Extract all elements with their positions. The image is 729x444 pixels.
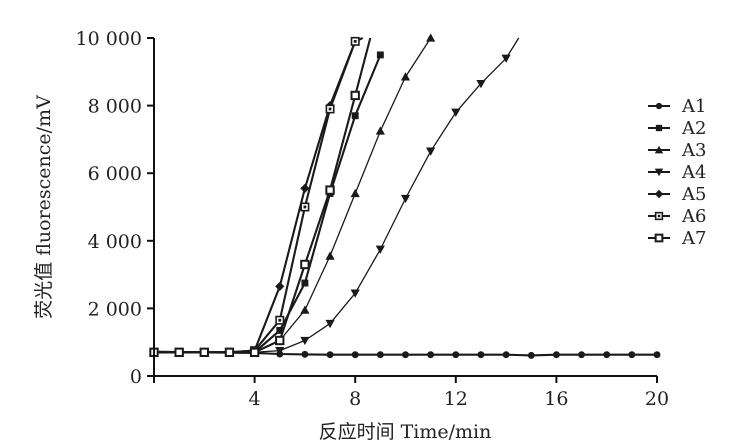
axes-layer	[153, 38, 657, 377]
y-tick-label: 0	[130, 366, 142, 388]
data-point	[300, 305, 310, 314]
y-tick-label: 2 000	[88, 298, 142, 320]
data-point	[654, 189, 664, 199]
y-tick-label: 4 000	[88, 231, 142, 253]
data-point	[275, 315, 285, 325]
data-point	[400, 72, 411, 81]
data-point	[351, 351, 359, 359]
legend-item: A7	[648, 228, 706, 249]
legend-label: A3	[681, 140, 706, 161]
y-ticks: 0 2 000 4 000 6 000 8 000 10 000	[76, 28, 154, 388]
data-point	[376, 51, 384, 59]
y-tick-label: 10 000	[76, 28, 142, 50]
x-tick-label: 16	[544, 388, 568, 410]
data-point	[325, 319, 335, 329]
data-point	[578, 351, 585, 359]
data-point	[351, 112, 359, 120]
data-point	[426, 33, 436, 42]
data-point	[452, 351, 460, 359]
data-point	[653, 351, 661, 359]
data-point	[350, 289, 360, 298]
legend-label: A7	[681, 228, 706, 249]
data-point	[655, 124, 663, 132]
data-point	[603, 351, 611, 359]
data-point	[476, 79, 486, 89]
data-point	[300, 202, 310, 212]
data-point	[654, 168, 664, 177]
series-a4	[149, 37, 520, 357]
data-point	[325, 251, 335, 260]
data-point	[249, 347, 260, 358]
data-point	[300, 259, 310, 270]
legend-item: A3	[648, 140, 706, 161]
data-point	[301, 279, 309, 287]
data-point	[276, 326, 284, 334]
data-point	[350, 36, 360, 46]
y-tick-label: 8 000	[88, 96, 142, 118]
series-line	[154, 37, 372, 354]
data-point	[326, 351, 334, 359]
data-point	[300, 336, 310, 346]
data-point	[301, 350, 309, 358]
data-point	[325, 185, 335, 195]
series-a7	[149, 37, 372, 358]
data-point	[350, 90, 360, 101]
data-point	[628, 351, 636, 359]
legend-label: A6	[681, 206, 706, 227]
series-layer	[149, 33, 661, 359]
x-tick-label: 4	[249, 388, 261, 410]
data-point	[654, 145, 664, 154]
legend-item: A1	[648, 96, 706, 117]
series-line	[154, 41, 357, 354]
data-point	[502, 351, 510, 359]
data-point	[426, 147, 436, 156]
data-point	[375, 245, 385, 254]
data-point	[224, 347, 235, 358]
data-point	[275, 346, 285, 356]
data-point	[376, 351, 384, 359]
y-axis-title: 荧光值 fluorescence/mV	[33, 95, 55, 319]
series-a2	[150, 51, 384, 356]
data-point	[275, 281, 285, 292]
data-point	[477, 351, 485, 359]
data-point	[427, 351, 435, 359]
data-point	[174, 347, 184, 358]
data-point	[199, 347, 209, 358]
legend-item: A5	[648, 184, 706, 205]
data-point	[527, 351, 535, 359]
data-point	[275, 335, 285, 346]
data-point	[300, 183, 310, 194]
legend-label: A4	[681, 162, 706, 183]
data-point	[654, 233, 664, 243]
x-tick-label: 20	[645, 388, 669, 410]
x-ticks: 4 8 12 16 20	[153, 376, 669, 410]
legend-label: A2	[681, 118, 706, 139]
legend-label: A1	[681, 96, 706, 117]
series-line	[154, 37, 520, 353]
data-point	[654, 211, 664, 221]
data-point	[451, 108, 461, 117]
data-point	[400, 194, 411, 204]
data-point	[552, 351, 560, 359]
data-point	[375, 126, 385, 135]
legend-item: A6	[648, 206, 706, 227]
data-point	[402, 351, 409, 359]
data-point	[655, 102, 663, 110]
series-line	[154, 54, 382, 354]
y-tick-label: 6 000	[88, 163, 142, 185]
x-tick-label: 12	[444, 388, 468, 410]
data-point	[350, 188, 360, 198]
legend-item: A4	[648, 162, 706, 183]
data-point	[325, 104, 335, 114]
legend-item: A2	[648, 118, 706, 139]
legend-label: A5	[681, 184, 706, 205]
x-tick-label: 8	[349, 388, 361, 410]
x-axis-title: 反应时间 Time/min	[319, 421, 492, 443]
data-point	[501, 54, 511, 63]
